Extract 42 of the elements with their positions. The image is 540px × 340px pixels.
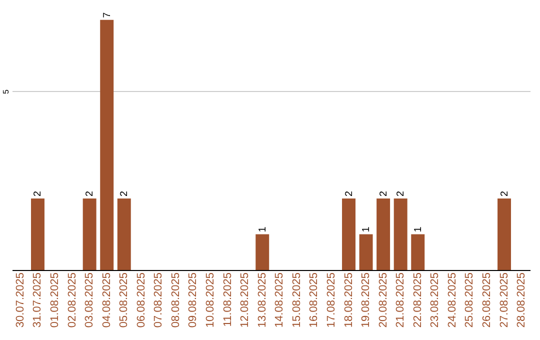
x-tick-label: 22.08.2025 <box>412 272 424 328</box>
data-label: 2 <box>396 190 407 197</box>
x-tick-label: 24.08.2025 <box>446 272 458 328</box>
x-tick-label: 05.08.2025 <box>118 272 130 328</box>
x-tick-label: 12.08.2025 <box>239 272 252 328</box>
x-tick-label: 01.08.2025 <box>49 272 62 328</box>
data-label: 7 <box>102 12 113 18</box>
data-label: 2 <box>32 190 44 197</box>
x-tick-label: 02.08.2025 <box>66 272 78 328</box>
x-tick-label: 20.08.2025 <box>377 272 390 328</box>
data-label: 1 <box>257 226 268 232</box>
x-tick-label: 23.08.2025 <box>429 272 442 328</box>
data-label: 2 <box>378 190 390 197</box>
x-tick-label: 17.08.2025 <box>325 272 338 328</box>
x-tick-label: 28.08.2025 <box>516 272 528 328</box>
x-tick-label: 16.08.2025 <box>308 272 320 328</box>
data-label: 1 <box>412 226 424 232</box>
x-tick-label: 06.08.2025 <box>135 272 148 328</box>
x-tick-label: 27.08.2025 <box>498 272 510 328</box>
x-tick-label: 30.07.2025 <box>14 272 26 328</box>
x-tick-label: 19.08.2025 <box>360 272 372 328</box>
x-tick-label: 31.07.2025 <box>32 272 44 328</box>
x-tick-label: 08.08.2025 <box>170 272 182 328</box>
x-tick-label: 18.08.2025 <box>342 272 355 328</box>
x-tick-label: 13.08.2025 <box>256 272 268 328</box>
data-label: 2 <box>499 190 510 197</box>
data-label: 2 <box>84 190 96 197</box>
data-label: 2 <box>119 190 130 197</box>
x-tick-label: 07.08.2025 <box>152 272 165 328</box>
y-tick-label: 5 <box>2 89 10 94</box>
x-tick-label: 15.08.2025 <box>290 272 303 328</box>
x-tick-label: 11.08.2025 <box>222 272 234 327</box>
x-tick-label: 26.08.2025 <box>480 272 493 328</box>
x-tick-label: 21.08.2025 <box>394 272 407 328</box>
x-tick-label: 04.08.2025 <box>100 272 113 328</box>
x-tick-label: 09.08.2025 <box>187 272 200 328</box>
x-tick-label: 10.08.2025 <box>204 272 217 328</box>
x-tick-label: 25.08.2025 <box>464 272 476 328</box>
data-label: 2 <box>344 190 355 197</box>
data-label: 1 <box>361 226 372 232</box>
x-tick-label: 14.08.2025 <box>274 272 286 328</box>
x-tick-label: 03.08.2025 <box>84 272 96 328</box>
